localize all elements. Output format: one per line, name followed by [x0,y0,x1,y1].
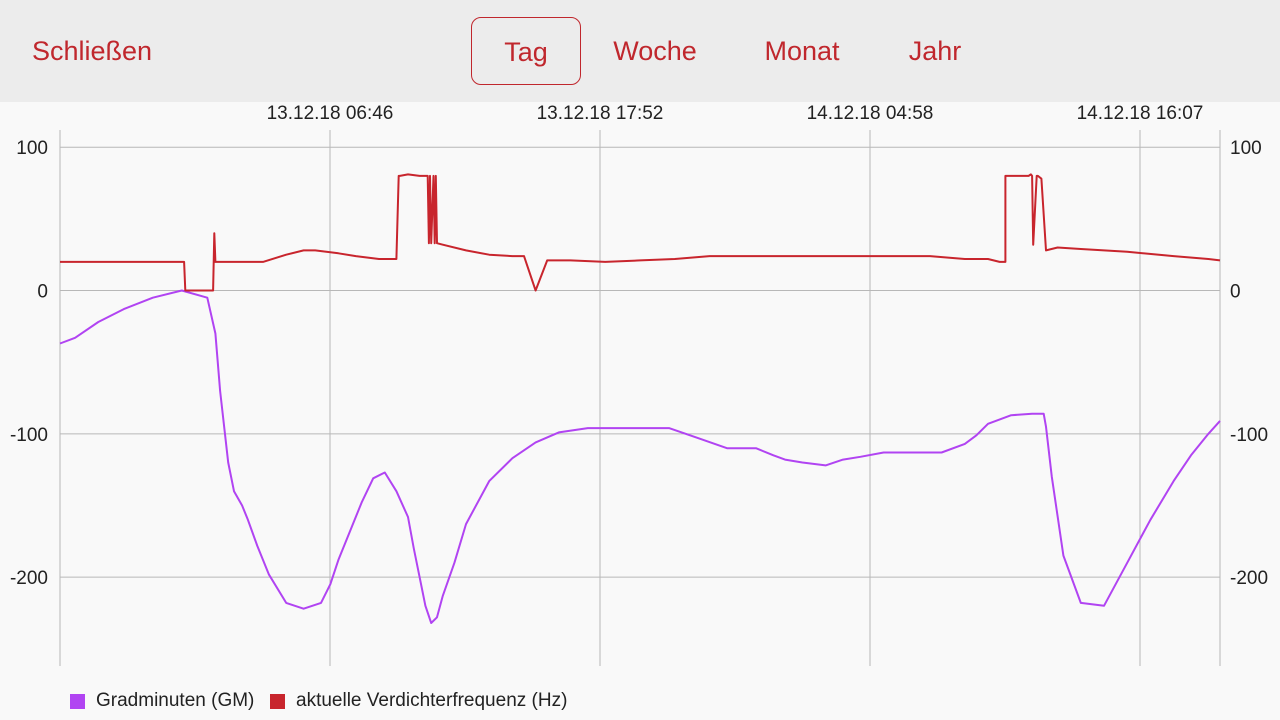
legend-swatch-gm [70,693,85,709]
line-chart: 100 100 0 0 -100 -100 -200 -200 13.12.18 06:46 13… [10,103,1268,666]
tab-week[interactable]: Woche [613,36,697,66]
legend-item-freq: aktuelle Verdichterfrequenz (Hz) [270,690,567,712]
y-tick-label-right: -100 [1230,425,1268,446]
series-line-gradminuten [59,289,1221,624]
legend-label-freq: aktuelle Verdichterfrequenz (Hz) [296,690,568,711]
legend-item-gm: Gradminuten (GM) [70,690,254,712]
top-toolbar: Schließen Tag Woche Monat Jahr [0,0,1280,102]
y-tick-label-left: -200 [10,568,48,589]
close-button[interactable]: Schließen [32,36,153,66]
y-tick-label-right: 100 [1230,138,1262,159]
series-line-verdichterfrequenz [60,173,1221,292]
x-tick-label: 14.12.18 16:07 [1077,103,1204,124]
tab-year[interactable]: Jahr [908,36,962,66]
legend-swatch-freq [270,693,285,709]
y-tick-label-left: -100 [10,425,48,446]
tab-day[interactable]: Tag [471,17,581,85]
tab-month[interactable]: Monat [764,36,840,66]
y-tick-label-left: 0 [37,282,48,303]
x-tick-label: 13.12.18 17:52 [537,103,664,124]
y-tick-label-right: -200 [1230,568,1268,589]
x-tick-label: 14.12.18 04:58 [807,103,934,124]
x-tick-label: 13.12.18 06:46 [267,103,394,124]
y-tick-label-right: 0 [1230,282,1241,303]
y-tick-label-left: 100 [16,138,48,159]
legend-label-gm: Gradminuten (GM) [96,690,255,711]
